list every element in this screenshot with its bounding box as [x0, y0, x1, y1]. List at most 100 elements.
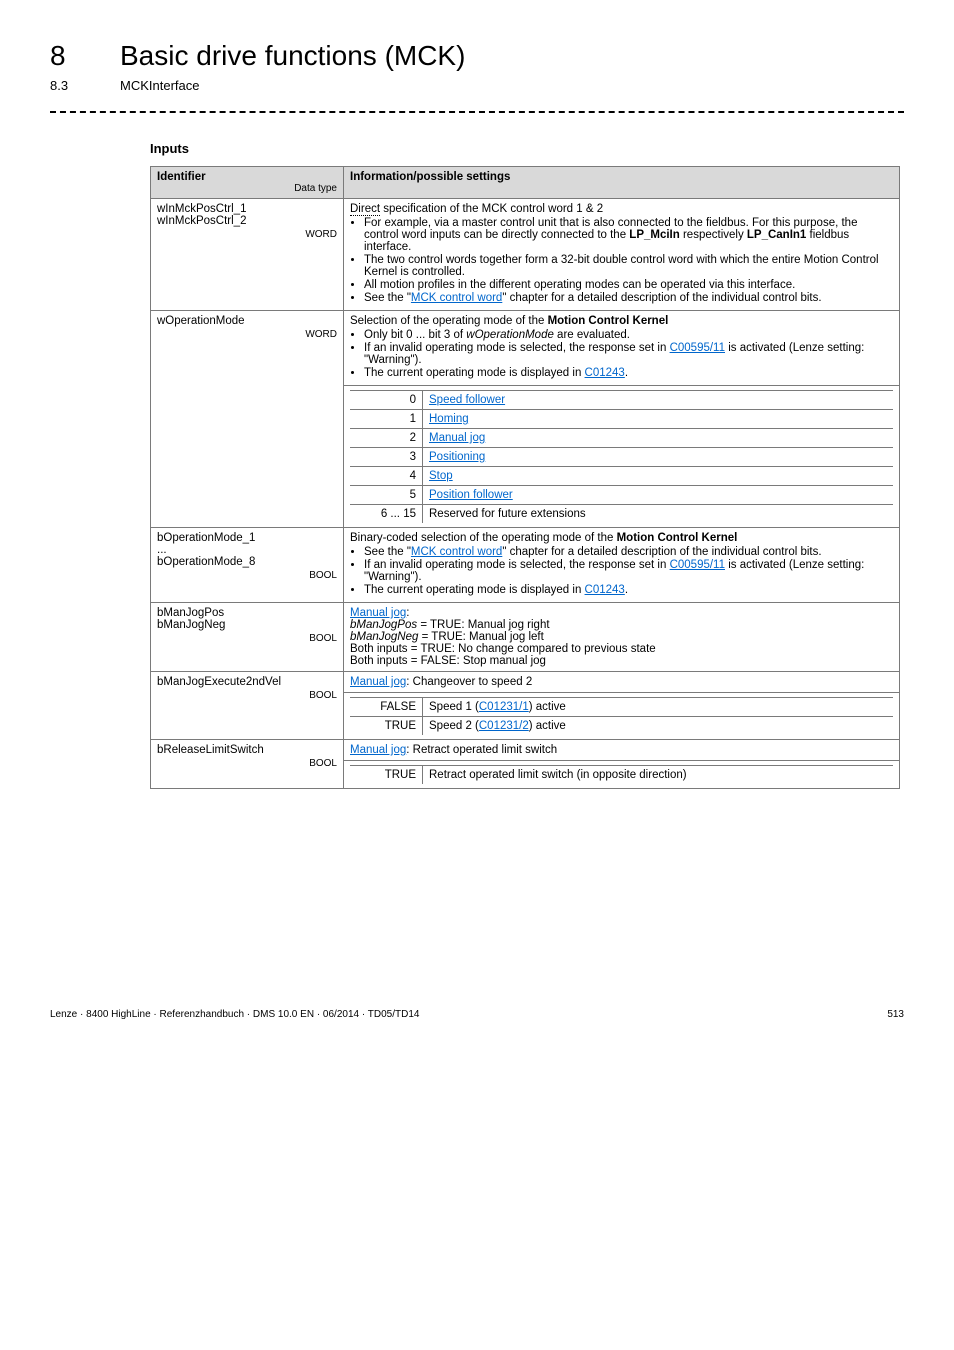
- th-identifier-text: Identifier: [157, 171, 206, 183]
- c01243-link[interactable]: C01243: [585, 367, 625, 379]
- bullet-item: See the "MCK control word" chapter for a…: [364, 292, 893, 304]
- datatype-text: WORD: [157, 229, 337, 240]
- position-follower-link[interactable]: Position follower: [429, 489, 513, 501]
- info-cell: Selection of the operating mode of the M…: [344, 311, 900, 386]
- c01243-link[interactable]: C01243: [585, 584, 625, 596]
- c01231-2-link[interactable]: C01231/2: [479, 720, 529, 732]
- bullet-list: For example, via a master control unit t…: [364, 217, 893, 304]
- c00595-link[interactable]: C00595/11: [670, 559, 725, 571]
- section-number: 8.3: [50, 78, 120, 93]
- opt-key: TRUE: [350, 717, 423, 736]
- opt-val: Speed follower: [423, 391, 894, 410]
- datatype-text: BOOL: [157, 633, 337, 644]
- options-cell: TRUERetract operated limit switch (in op…: [344, 761, 900, 789]
- identifier-cell: wOperationMode WORD: [151, 311, 344, 528]
- options-table: TRUERetract operated limit switch (in op…: [350, 765, 893, 784]
- options-cell: 0 Speed follower 1 Homing 2 Manual jog 3 Pos…: [344, 386, 900, 528]
- mck-control-word-link[interactable]: MCK control word: [411, 292, 502, 304]
- inputs-table: Identifier Data type Information/possibl…: [150, 166, 900, 789]
- table-header-row: Identifier Data type Information/possibl…: [151, 167, 900, 199]
- bullet-item: See the "MCK control word" chapter for a…: [364, 546, 893, 558]
- opt-key: 0: [350, 391, 423, 410]
- options-table: FALSESpeed 1 (C01231/1) active TRUESpeed…: [350, 697, 893, 735]
- identifier-cell: bManJogPos bManJogNeg BOOL: [151, 603, 344, 672]
- bullet-list: Only bit 0 ... bit 3 of wOperationMode a…: [364, 329, 893, 379]
- inputs-heading: Inputs: [150, 141, 904, 156]
- bullet-item: The current operating mode is displayed …: [364, 584, 893, 596]
- page-footer: Lenze · 8400 HighLine · Referenzhandbuch…: [50, 1009, 904, 1020]
- identifier-text: wInMckPosCtrl_2: [157, 215, 246, 227]
- info-cell: Manual jog: Changeover to speed 2: [344, 672, 900, 693]
- datatype-text: BOOL: [157, 758, 337, 769]
- opt-key: 5: [350, 486, 423, 505]
- chapter-number: 8: [50, 40, 120, 72]
- chapter-title: Basic drive functions (MCK): [120, 40, 465, 72]
- identifier-text: wOperationMode: [157, 315, 245, 327]
- identifier-cell: bOperationMode_1 ... bOperationMode_8 BO…: [151, 528, 344, 603]
- direct-label: Direct: [350, 203, 380, 216]
- opt-key: 2: [350, 429, 423, 448]
- th-datatype: Data type: [157, 183, 337, 194]
- bullet-list: See the "MCK control word" chapter for a…: [364, 546, 893, 596]
- identifier-text: bOperationMode_1: [157, 532, 255, 544]
- homing-link[interactable]: Homing: [429, 413, 469, 425]
- opt-val: Speed 2 (C01231/2) active: [423, 717, 894, 736]
- footer-page-number: 513: [887, 1009, 904, 1020]
- sub-header: 8.3 MCKInterface: [50, 78, 904, 93]
- mck-control-word-link[interactable]: MCK control word: [411, 546, 502, 558]
- datatype-text: WORD: [157, 329, 337, 340]
- footer-left: Lenze · 8400 HighLine · Referenzhandbuch…: [50, 1009, 419, 1020]
- opt-key: 4: [350, 467, 423, 486]
- c00595-link[interactable]: C00595/11: [670, 342, 725, 354]
- identifier-text: bManJogExecute2ndVel: [157, 676, 281, 688]
- speed-follower-link[interactable]: Speed follower: [429, 394, 505, 406]
- manual-jog-link[interactable]: Manual jog: [350, 676, 406, 688]
- table-row: wOperationMode WORD Selection of the ope…: [151, 311, 900, 386]
- info-cell: Binary-coded selection of the operating …: [344, 528, 900, 603]
- info-cell: Manual jog: bManJogPos = TRUE: Manual jo…: [344, 603, 900, 672]
- identifier-text: bManJogNeg: [157, 619, 225, 631]
- c01231-1-link[interactable]: C01231/1: [479, 701, 529, 713]
- bullet-item: The current operating mode is displayed …: [364, 367, 893, 379]
- opt-key: 3: [350, 448, 423, 467]
- bullet-item: If an invalid operating mode is selected…: [364, 342, 893, 366]
- options-table: 0 Speed follower 1 Homing 2 Manual jog 3 Pos…: [350, 390, 893, 523]
- bullet-item: The two control words together form a 32…: [364, 254, 893, 278]
- opt-val: Positioning: [423, 448, 894, 467]
- opt-key: 1: [350, 410, 423, 429]
- info-text: specification of the MCK control word 1 …: [380, 203, 603, 215]
- bullet-item: For example, via a master control unit t…: [364, 217, 893, 253]
- manual-jog-link[interactable]: Manual jog: [350, 607, 406, 619]
- identifier-text: bOperationMode_8: [157, 556, 255, 568]
- stop-link[interactable]: Stop: [429, 470, 453, 482]
- table-row: bManJogPos bManJogNeg BOOL Manual jog: b…: [151, 603, 900, 672]
- opt-key: FALSE: [350, 698, 423, 717]
- table-row: wInMckPosCtrl_1 wInMckPosCtrl_2 WORD Dir…: [151, 199, 900, 311]
- opt-val: Manual jog: [423, 429, 894, 448]
- manual-jog-link[interactable]: Manual jog: [429, 432, 485, 444]
- identifier-text: bManJogPos: [157, 607, 224, 619]
- section-title: MCKInterface: [120, 78, 199, 93]
- table-row: bReleaseLimitSwitch BOOL Manual jog: Ret…: [151, 740, 900, 761]
- info-cell: Manual jog: Retract operated limit switc…: [344, 740, 900, 761]
- opt-val: Reserved for future extensions: [423, 505, 894, 524]
- bullet-item: Only bit 0 ... bit 3 of wOperationMode a…: [364, 329, 893, 341]
- identifier-cell: bReleaseLimitSwitch BOOL: [151, 740, 344, 789]
- positioning-link[interactable]: Positioning: [429, 451, 485, 463]
- identifier-cell: wInMckPosCtrl_1 wInMckPosCtrl_2 WORD: [151, 199, 344, 311]
- bullet-item: All motion profiles in the different ope…: [364, 279, 893, 291]
- table-row: bOperationMode_1 ... bOperationMode_8 BO…: [151, 528, 900, 603]
- identifier-dots: ...: [157, 544, 167, 556]
- opt-key: 6 ... 15: [350, 505, 423, 524]
- manual-jog-link[interactable]: Manual jog: [350, 744, 406, 756]
- opt-val: Speed 1 (C01231/1) active: [423, 698, 894, 717]
- th-info: Information/possible settings: [344, 167, 900, 199]
- divider: [50, 111, 904, 113]
- bullet-item: If an invalid operating mode is selected…: [364, 559, 893, 583]
- identifier-text: bReleaseLimitSwitch: [157, 744, 264, 756]
- datatype-text: BOOL: [157, 570, 337, 581]
- info-cell: Direct specification of the MCK control …: [344, 199, 900, 311]
- page-header: 8 Basic drive functions (MCK): [50, 40, 904, 72]
- opt-key: TRUE: [350, 766, 423, 785]
- datatype-text: BOOL: [157, 690, 337, 701]
